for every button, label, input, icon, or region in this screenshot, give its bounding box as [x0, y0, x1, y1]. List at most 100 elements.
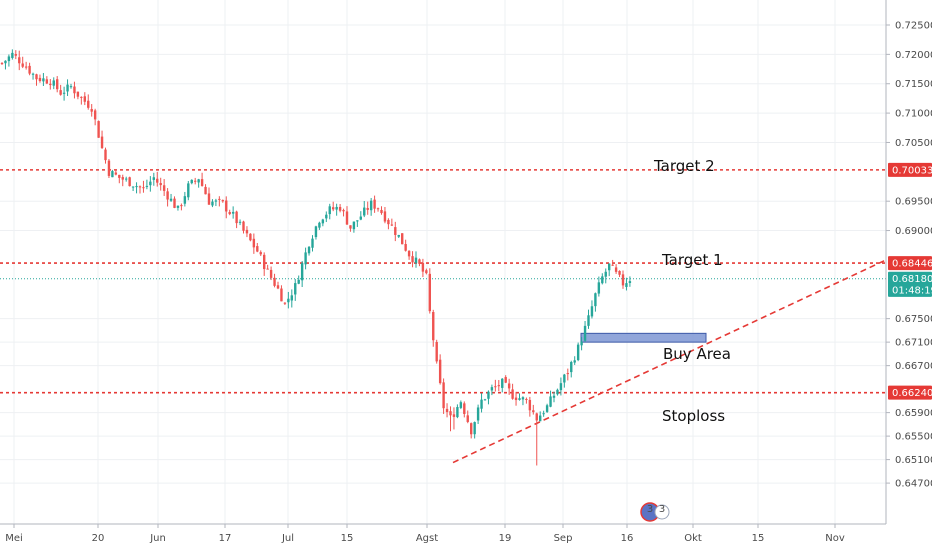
candle-body	[231, 211, 235, 214]
candle-body	[576, 344, 580, 361]
x-tick-label-8: Sep	[554, 533, 573, 544]
candle	[111, 169, 114, 178]
candle-body	[590, 306, 594, 317]
candle	[535, 412, 538, 466]
candle	[256, 242, 259, 253]
candle-body	[463, 403, 466, 414]
candle-body	[321, 219, 325, 224]
candle-body	[494, 386, 497, 388]
candle-body	[342, 210, 345, 212]
candle-body	[404, 244, 407, 251]
candle-body	[425, 270, 428, 274]
candle-body	[442, 382, 445, 409]
candle-body	[7, 56, 11, 62]
price-label-stoploss: 0.66240	[892, 388, 932, 399]
candle-body	[411, 256, 414, 263]
candle-body	[259, 252, 262, 255]
candle-body	[476, 407, 480, 421]
candle	[611, 259, 614, 266]
candle-body	[80, 96, 83, 98]
candle	[269, 266, 273, 281]
candle	[352, 221, 356, 233]
candle	[556, 388, 559, 396]
candle	[608, 263, 611, 277]
candle	[97, 120, 100, 138]
candle	[563, 373, 566, 388]
candle	[421, 258, 425, 278]
candle	[62, 86, 66, 101]
candle-body	[335, 206, 338, 210]
candle-body	[290, 295, 293, 301]
candle-body	[276, 285, 280, 289]
candle-body	[597, 282, 601, 294]
candle	[135, 182, 138, 194]
candle-body	[211, 201, 214, 206]
candle-body	[11, 52, 14, 58]
candle	[283, 302, 287, 305]
candle	[125, 176, 128, 182]
candle	[376, 207, 380, 212]
candle-body	[611, 264, 614, 266]
candle-body	[432, 312, 435, 341]
candle-body	[200, 179, 204, 186]
candle-body	[56, 79, 59, 90]
candle-body	[583, 325, 587, 341]
candle-body	[28, 65, 31, 74]
candle-body	[162, 185, 166, 191]
candle	[166, 188, 169, 207]
candle-body	[83, 96, 86, 102]
candle	[332, 201, 335, 212]
candle	[42, 73, 45, 86]
candle-body	[242, 221, 245, 231]
candle-body	[387, 219, 390, 225]
candle-body	[545, 405, 549, 412]
buy-area-box[interactable]	[580, 332, 707, 343]
candle-body	[580, 341, 583, 346]
candle-body	[328, 206, 331, 215]
candle	[100, 130, 104, 150]
candle-body	[525, 398, 528, 400]
candle	[93, 108, 97, 126]
candle	[449, 406, 452, 432]
candle-body	[401, 233, 404, 245]
event-badge[interactable]: 3 3	[640, 502, 670, 522]
candle	[456, 404, 459, 419]
candle-body	[269, 269, 273, 278]
candle-body	[507, 383, 511, 389]
candle-body	[197, 179, 200, 183]
candle-body	[145, 185, 149, 187]
x-tick-label-4: Jul	[281, 533, 294, 544]
candle-body	[238, 221, 242, 223]
candle	[294, 279, 297, 301]
candle	[28, 62, 31, 76]
candle-body	[135, 186, 138, 188]
candle	[480, 393, 483, 413]
candle	[438, 354, 442, 385]
candle	[338, 204, 342, 213]
price-label-stoploss-bg	[888, 385, 932, 400]
candle-body	[21, 63, 24, 67]
candle	[176, 205, 180, 211]
candle-body	[252, 238, 256, 248]
candle-body	[466, 415, 469, 422]
candle-body	[35, 74, 38, 80]
candle	[497, 380, 500, 392]
candle-body	[221, 200, 224, 202]
candle-body	[38, 77, 42, 82]
candle-body	[452, 414, 456, 417]
candle	[7, 54, 11, 67]
candle	[38, 74, 42, 83]
candle-body	[608, 263, 611, 271]
candle	[307, 246, 311, 256]
candle	[621, 270, 625, 289]
x-tick-label-1: 20	[92, 533, 105, 544]
time-axis[interactable]: Mei 20 Jun 17 Jul 15 Agst 19 Sep 16 Okt 15 Nov	[0, 523, 932, 550]
candle-body	[311, 238, 314, 248]
candle-body	[249, 233, 252, 241]
annotation-buy-area: Buy Area	[663, 345, 731, 363]
candle	[552, 391, 556, 403]
candle	[590, 300, 594, 319]
